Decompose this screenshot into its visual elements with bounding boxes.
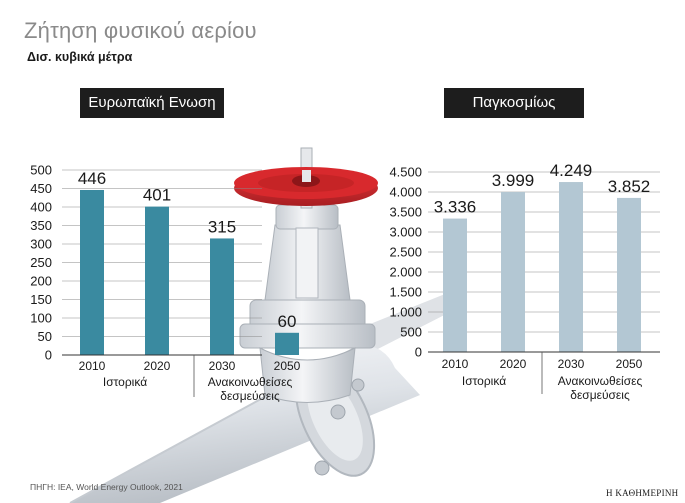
- eu-ytick-label: 400: [30, 200, 52, 215]
- eu-ytick-label: 450: [30, 181, 52, 196]
- world-value-label: 3.852: [608, 177, 651, 196]
- world-ytick-label: 2.500: [389, 245, 422, 260]
- world-value-label: 3.336: [434, 198, 477, 217]
- eu-group-label: Ανακοινωθείσες: [208, 375, 293, 389]
- world-category-label: 2010: [442, 357, 469, 371]
- eu-ytick-label: 100: [30, 311, 52, 326]
- world-category-label: 2020: [500, 357, 527, 371]
- world-panel-label: Παγκοσμίως: [444, 88, 584, 118]
- eu-category-label: 2010: [79, 359, 106, 373]
- eu-value-label: 315: [208, 217, 236, 236]
- eu-value-label: 401: [143, 186, 171, 205]
- world-group-label: Ανακοινωθείσες: [558, 374, 643, 388]
- world-ytick-label: 4.500: [389, 165, 422, 180]
- world-ytick-label: 0: [415, 345, 422, 360]
- source-note: ΠΗΓΗ: IEA, World Energy Outlook, 2021: [30, 482, 183, 492]
- world-ytick-label: 1.500: [389, 285, 422, 300]
- eu-bar-2020: [145, 206, 169, 355]
- eu-ytick-label: 0: [45, 348, 52, 363]
- world-ytick-label: 1.000: [389, 305, 422, 320]
- world-bar-2030: [559, 182, 583, 352]
- eu-category-label: 2050: [274, 359, 301, 373]
- eu-group-label: δεσμεύσεις: [220, 389, 280, 403]
- eu-ytick-label: 250: [30, 255, 52, 270]
- world-ytick-label: 2.000: [389, 265, 422, 280]
- eu-bar-2030: [210, 238, 234, 355]
- world-ytick-label: 3.500: [389, 205, 422, 220]
- world-ytick-label: 500: [400, 325, 422, 340]
- eu-bar-2050: [275, 332, 299, 355]
- world-group-label: δεσμεύσεις: [570, 388, 630, 402]
- world-ytick-label: 4.000: [389, 185, 422, 200]
- eu-bar-2010: [80, 189, 104, 355]
- eu-group-label: Ιστορικά: [103, 375, 147, 389]
- world-value-label: 4.249: [550, 161, 593, 180]
- eu-category-label: 2020: [144, 359, 171, 373]
- eu-value-label: 60: [278, 312, 297, 331]
- eu-ytick-label: 200: [30, 274, 52, 289]
- world-category-label: 2050: [616, 357, 643, 371]
- world-bar-2050: [617, 197, 641, 352]
- world-value-label: 3.999: [492, 171, 535, 190]
- chart-subtitle: Δισ. κυβικά μέτρα: [27, 50, 133, 64]
- world-group-label: Ιστορικά: [462, 374, 506, 388]
- publisher-logo: Η ΚΑΘΗΜΕΡΙΝΗ: [606, 488, 679, 498]
- eu-ytick-label: 350: [30, 218, 52, 233]
- eu-ytick-label: 500: [30, 163, 52, 178]
- world-bar-2020: [501, 192, 525, 352]
- eu-value-label: 446: [78, 169, 106, 188]
- eu-category-label: 2030: [209, 359, 236, 373]
- world-bar-2010: [443, 218, 467, 352]
- eu-ytick-label: 300: [30, 237, 52, 252]
- chart-title: Ζήτηση φυσικού αερίου: [24, 18, 257, 43]
- eu-ytick-label: 50: [38, 329, 52, 344]
- world-ytick-label: 3.000: [389, 225, 422, 240]
- eu-panel-label: Ευρωπαϊκή Ενωση: [80, 88, 224, 118]
- eu-ytick-label: 150: [30, 292, 52, 307]
- world-category-label: 2030: [558, 357, 585, 371]
